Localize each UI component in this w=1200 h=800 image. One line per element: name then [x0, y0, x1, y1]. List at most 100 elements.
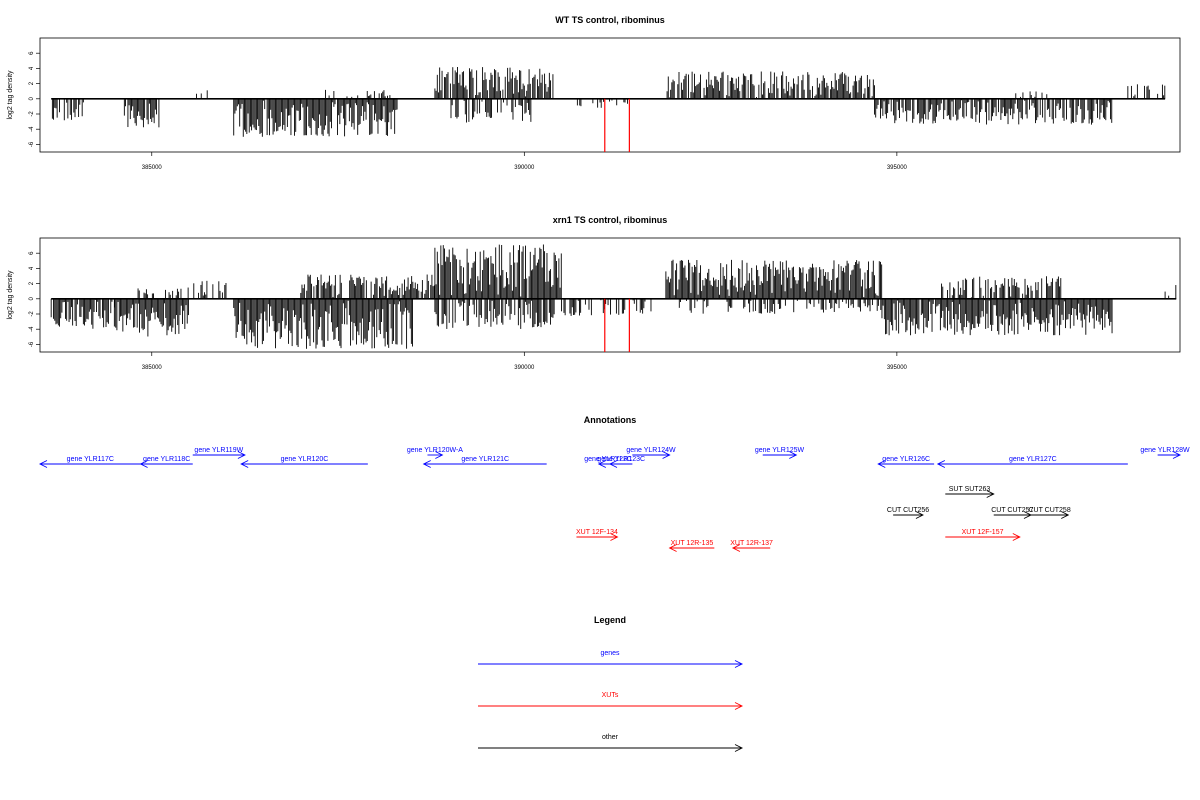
legend-label: XUTs — [602, 692, 619, 699]
feature-arrowhead — [731, 544, 741, 552]
feature-label: XUT 12R-137 — [730, 540, 773, 547]
annotation-track: Annotations gene YLR117C gene YLR118C gene… — [38, 415, 1190, 552]
x-tick-label: 390000 — [514, 365, 535, 371]
feature-label: XUT 12R-135 — [671, 540, 714, 547]
y-tick-label: 2 — [29, 281, 35, 285]
xrn1-signal-panel: xrn1 TS control, ribominus log2 tag dens… — [7, 215, 1181, 371]
annotation-feature: gene YLR126C — [877, 456, 935, 468]
y-tick-label: 2 — [29, 81, 35, 85]
wt-panel-title: WT TS control, ribominus — [555, 15, 665, 25]
xrn1-axes: -6 -4 -2 0 2 4 6 385000 390000 395000 — [29, 251, 908, 371]
y-tick-label: 6 — [29, 51, 35, 55]
feature-label: gene YLR122C — [584, 456, 632, 463]
x-tick-label: 385000 — [142, 165, 163, 171]
legend-item: XUTs — [478, 692, 744, 710]
feature-arrowhead — [608, 460, 618, 468]
legend-title: Legend — [594, 615, 626, 625]
legend-label: other — [602, 734, 619, 741]
feature-arrowhead — [936, 460, 946, 468]
annotation-feature: XUT 12R-135 — [668, 540, 715, 552]
feature-arrowhead — [237, 451, 246, 459]
annotations-title: Annotations — [584, 415, 637, 425]
y-tick-label: 0 — [29, 96, 35, 100]
legend: Legend genes XUTs other — [478, 615, 744, 752]
feature-label: gene YLR121C — [461, 456, 509, 463]
annotation-feature: gene YLR123C — [597, 456, 645, 468]
annotation-feature: XUT 12F-134 — [576, 529, 619, 541]
wt-plot-frame — [39, 37, 1181, 153]
xrn1-plot-frame — [39, 237, 1181, 353]
wt-y-axis-label: log2 tag density — [7, 70, 14, 120]
legend-arrowhead — [734, 702, 744, 710]
feature-label: XUT 12F-134 — [576, 529, 618, 536]
feature-label: gene YLR123C — [597, 456, 645, 463]
y-tick-label: 0 — [29, 296, 35, 300]
feature-label: CUT CUT258 — [1028, 507, 1070, 514]
feature-label: CUT CUT257 — [991, 507, 1033, 514]
y-tick-label: -2 — [29, 111, 35, 117]
legend-item: genes — [478, 650, 744, 668]
annotation-feature: XUT 12F-157 — [945, 529, 1021, 541]
annotation-feature: CUT CUT258 — [1028, 507, 1071, 519]
feature-arrowhead — [915, 511, 924, 519]
feature-label: gene YLR125W — [755, 447, 805, 454]
feature-arrowhead — [435, 451, 444, 459]
feature-label: gene YLR128W — [1140, 447, 1190, 454]
feature-arrowhead — [662, 451, 671, 459]
annotation-feature: gene YLR124W — [626, 447, 676, 459]
feature-arrowhead — [986, 490, 995, 498]
y-tick-label: -2 — [29, 311, 35, 317]
annotation-feature: gene YLR125W — [755, 447, 805, 459]
y-tick-label: 4 — [29, 266, 35, 270]
legend-arrowhead — [734, 660, 744, 668]
feature-label: gene YLR124W — [626, 447, 676, 454]
annotation-feature: CUT CUT257 — [991, 507, 1034, 519]
feature-label: gene YLR120W-A — [407, 447, 463, 454]
xrn1-y-axis-label: log2 tag density — [7, 270, 14, 320]
annotation-feature: gene YLR120W-A — [407, 447, 463, 459]
x-tick-label: 390000 — [514, 165, 535, 171]
feature-label: CUT CUT256 — [887, 507, 929, 514]
wt-signal-bars — [51, 67, 1166, 152]
x-tick-label: 385000 — [142, 365, 163, 371]
annotation-feature: gene YLR127C — [936, 456, 1128, 468]
x-tick-label: 395000 — [887, 165, 908, 171]
feature-label: gene YLR118C — [143, 456, 190, 463]
feature-label: gene YLR127C — [1009, 456, 1057, 463]
y-tick-label: -6 — [29, 141, 35, 147]
feature-arrowhead — [139, 460, 148, 468]
feature-arrowhead — [1012, 533, 1021, 541]
y-tick-label: 4 — [29, 66, 35, 70]
feature-arrowhead — [610, 533, 619, 541]
y-tick-label: -4 — [29, 126, 35, 132]
annotation-feature: gene YLR128W — [1140, 447, 1190, 459]
y-tick-label: 6 — [29, 251, 35, 255]
xrn1-signal-bars — [50, 244, 1177, 352]
feature-arrowhead — [789, 451, 798, 459]
wt-axes: -6 -4 -2 0 2 4 6 385000 390000 395000 — [29, 51, 908, 171]
legend-arrowhead — [734, 744, 744, 752]
feature-label: gene YLR120C — [281, 456, 329, 463]
y-tick-label: -4 — [29, 326, 35, 332]
feature-arrowhead — [597, 460, 607, 468]
annotation-feature: gene YLR117C — [38, 456, 141, 468]
legend-label: genes — [600, 650, 620, 657]
wt-signal-panel: WT TS control, ribominus log2 tag densit… — [7, 15, 1181, 171]
feature-label: gene YLR117C — [67, 456, 114, 463]
feature-label: gene YLR119W — [194, 447, 243, 454]
xrn1-panel-title: xrn1 TS control, ribominus — [553, 215, 668, 225]
feature-arrowhead — [668, 544, 677, 552]
legend-item: other — [478, 734, 744, 752]
annotation-feature: gene YLR119W — [192, 447, 246, 459]
legend-items: genes XUTs other — [478, 650, 744, 752]
feature-arrowhead — [422, 460, 431, 468]
annotation-feature: CUT CUT256 — [887, 507, 929, 519]
annotation-feature: gene YLR121C — [422, 456, 547, 468]
annotation-feature: gene YLR118C — [139, 456, 193, 468]
feature-arrowhead — [240, 460, 249, 468]
feature-arrowhead — [38, 460, 48, 468]
y-tick-label: -6 — [29, 341, 35, 347]
feature-label: XUT 12F-157 — [962, 529, 1004, 536]
feature-label: SUT SUT263 — [949, 486, 991, 493]
